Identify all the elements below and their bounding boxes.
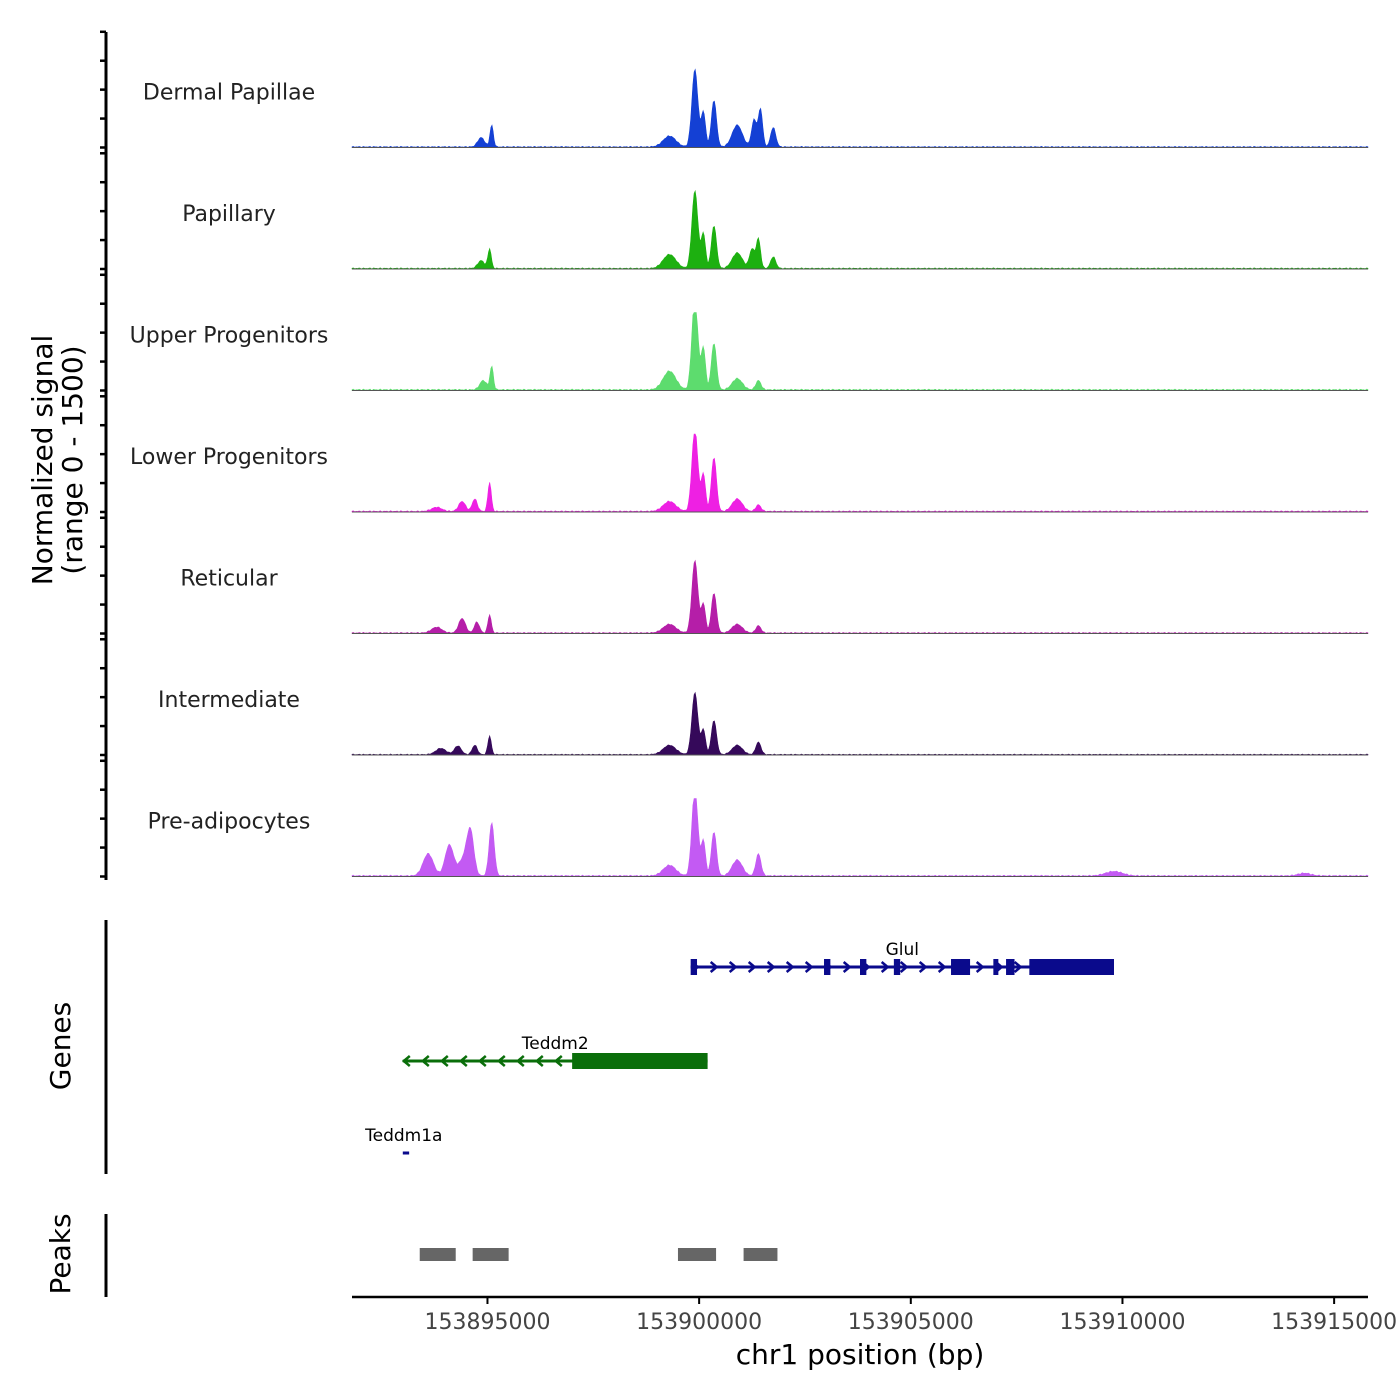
peak-region <box>743 1248 778 1261</box>
strand-arrow <box>401 1055 411 1067</box>
strand-arrow <box>785 961 795 973</box>
peaks-track <box>104 1214 778 1297</box>
y-axis-title-line1: Normalized signal <box>26 335 59 586</box>
exon-glul <box>993 959 999 975</box>
genes-track: Glul Teddm2 Teddm1a <box>104 920 1114 1174</box>
exon-glul <box>860 959 867 975</box>
strand-arrow <box>709 961 719 973</box>
peak-region <box>472 1248 509 1261</box>
strand-arrow <box>766 961 776 973</box>
peak-region <box>419 1248 456 1261</box>
strand-arrow <box>880 961 890 973</box>
strand-arrow <box>458 1055 468 1067</box>
coverage-area-dermal-papillae <box>351 68 1369 148</box>
strand-arrow <box>534 1055 544 1067</box>
gene-label-glul: Glul <box>886 940 919 960</box>
coverage-tracks: Dermal Papillae Papillary Upper Progenitor… <box>130 68 1369 877</box>
x-tick-label: 153895000 <box>424 1310 550 1335</box>
coverage-area-upper-progenitors <box>351 312 1369 391</box>
strand-arrow <box>420 1055 430 1067</box>
coverage-area-reticular <box>351 559 1369 634</box>
exon-glul <box>1006 959 1015 975</box>
track-label-upper-progenitors: Upper Progenitors <box>130 324 329 349</box>
strand-arrow <box>747 961 757 973</box>
signal-y-axis <box>100 30 108 880</box>
coverage-area-lower-progenitors <box>351 433 1369 513</box>
strand-arrow <box>918 961 928 973</box>
x-tick-label: 153915000 <box>1271 1310 1397 1335</box>
strand-arrow <box>842 961 852 973</box>
peaks-panel-title: Peaks <box>44 1213 77 1294</box>
strand-arrow <box>804 961 814 973</box>
strand-arrow <box>553 1055 563 1067</box>
y-axis-title-line2: (range 0 - 1500) <box>56 345 89 574</box>
coverage-area-intermediate <box>351 691 1369 756</box>
exon-glul <box>690 959 698 975</box>
x-axis: 153895000 153900000 153905000 153910000 1539… <box>352 1295 1397 1335</box>
track-label-lower-progenitors: Lower Progenitors <box>130 445 328 470</box>
track-label-intermediate: Intermediate <box>158 688 300 713</box>
strand-arrow <box>937 961 947 973</box>
strand-arrow <box>728 961 738 973</box>
exon-glul <box>951 959 971 975</box>
exon-glul <box>893 959 901 975</box>
coverage-area-papillary <box>351 189 1369 270</box>
strand-arrow <box>515 1055 525 1067</box>
track-label-papillary: Papillary <box>182 202 276 227</box>
strand-arrow <box>899 961 909 973</box>
strand-arrow <box>975 961 985 973</box>
exon-glul <box>824 959 831 975</box>
x-tick-label: 153905000 <box>848 1310 974 1335</box>
x-axis-title: chr1 position (bp) <box>736 1338 985 1371</box>
strand-arrow <box>1013 961 1023 973</box>
strand-arrow <box>439 1055 449 1067</box>
strand-arrow <box>496 1055 506 1067</box>
track-label-reticular: Reticular <box>180 567 278 592</box>
x-tick-label: 153900000 <box>636 1310 762 1335</box>
gene-label-teddm1a: Teddm1a <box>364 1126 442 1146</box>
strand-arrow <box>477 1055 487 1067</box>
track-label-dermal-papillae: Dermal Papillae <box>143 81 315 106</box>
exon-glul <box>1029 959 1114 975</box>
genes-panel-title: Genes <box>44 1002 77 1090</box>
track-label-pre-adipocytes: Pre-adipocytes <box>148 810 311 835</box>
coverage-area-pre-adipocytes <box>351 798 1369 877</box>
gene-label-teddm2: Teddm2 <box>521 1034 589 1054</box>
peak-region <box>677 1248 717 1261</box>
x-tick-label: 153910000 <box>1059 1310 1185 1335</box>
exon-teddm2 <box>572 1053 708 1069</box>
